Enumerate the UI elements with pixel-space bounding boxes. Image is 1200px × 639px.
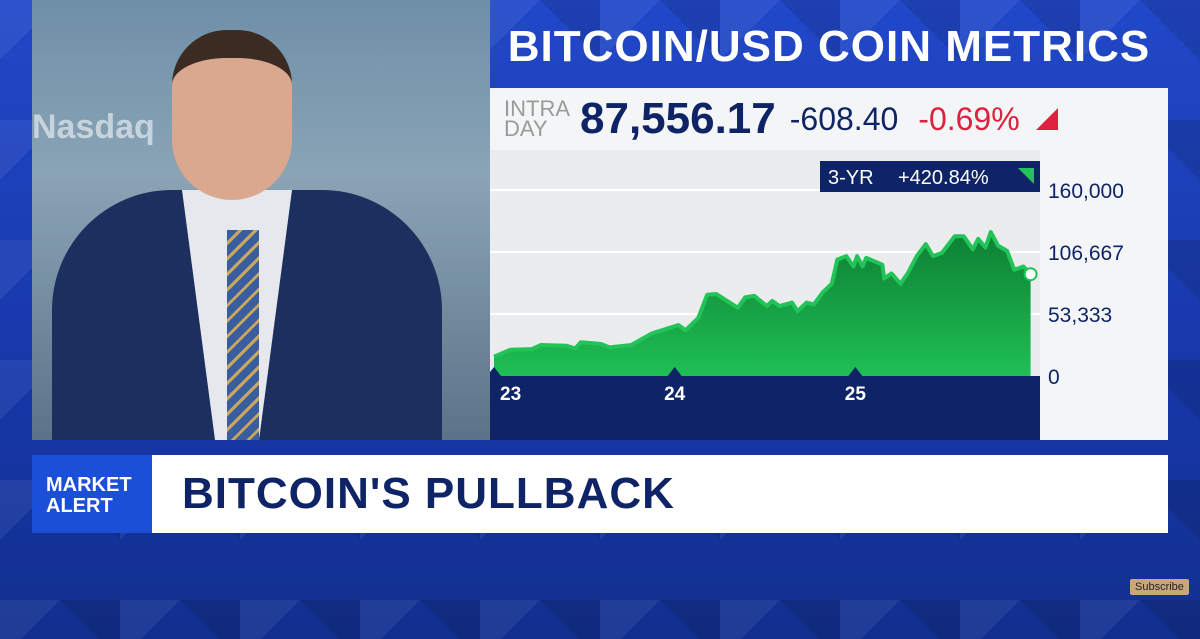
nasdaq-sign: Nasdaq [32,108,155,146]
y-tick-label: 53,333 [1048,304,1112,327]
intraday-label-line2: DAY [504,116,548,141]
last-price-marker [1023,267,1038,282]
x-tick-label: 23 [500,384,521,405]
headline: BITCOIN'S PULLBACK [182,469,675,518]
tag-line2: ALERT [46,495,113,517]
intraday-label-line1: INTRA [504,96,570,121]
up-triangle-icon [1018,168,1034,184]
badge-background [820,161,1040,192]
price: 87,556.17 [580,94,776,143]
x-tick-marker [848,367,863,376]
person-head [172,30,292,200]
quote-bar: INTRA DAY 87,556.17 -608.40 -0.69% [490,88,1168,150]
badge-period: 3-YR [828,167,874,189]
subscribe-button[interactable]: Subscribe [1130,579,1189,595]
intraday-label: INTRA DAY [504,96,570,141]
price-chart: 0 53,333 106,667 160,000 23 24 25 3-YR +420.84% [490,150,1168,440]
video-feed: Nasdaq [32,0,490,440]
x-axis-band [490,376,1040,440]
x-tick-marker [490,367,501,376]
axis-background [1040,150,1168,440]
tag-line1: MARKET [46,474,132,496]
down-triangle-icon [1035,108,1058,130]
x-tick-label: 24 [664,384,686,405]
y-tick-label: 106,667 [1048,242,1124,265]
market-alert-tag: MARKET ALERT [32,455,152,533]
price-change-percent: -0.69% [918,100,1020,137]
y-tick-label: 0 [1048,366,1060,389]
graphic-title: BITCOIN/USD COIN METRICS [507,22,1151,71]
badge-change: +420.84% [898,167,989,189]
y-tick-label: 160,000 [1048,180,1124,203]
person-tie [227,230,259,440]
lower-third: MARKET ALERT BITCOIN'S PULLBACK [32,455,1168,533]
x-tick-label: 25 [845,384,867,405]
price-line [493,230,1033,359]
period-badge: 3-YR +420.84% [820,161,1040,192]
x-tick-marker [667,367,682,376]
price-change: -608.40 [789,100,899,137]
